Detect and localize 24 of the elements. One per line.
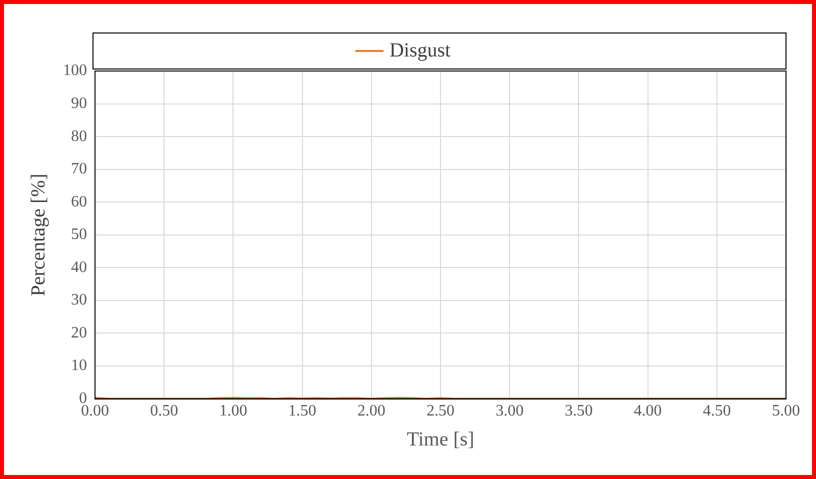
y-axis-title: Percentage [%]: [27, 174, 50, 296]
y-tick-label: 60: [71, 193, 87, 210]
legend-label: Disgust: [389, 39, 452, 62]
x-tick-label: 5.00: [772, 402, 800, 420]
x-tick-label: 3.50: [564, 402, 593, 420]
x-tick-label: 4.00: [634, 402, 662, 420]
y-tick-label: 30: [71, 292, 87, 309]
y-tick-label: 70: [71, 160, 87, 178]
y-tick-label: 40: [71, 258, 87, 276]
x-tick-label: 2.50: [426, 402, 454, 420]
y-tick-label: 100: [63, 62, 87, 80]
x-tick-label: 3.00: [496, 402, 524, 420]
y-tick-label: 90: [71, 94, 87, 112]
y-tick-label: 50: [71, 226, 87, 244]
x-axis-title: Time [s]: [406, 428, 474, 450]
y-tick-label: 20: [71, 324, 87, 342]
y-tick-label: 10: [71, 357, 87, 374]
x-tick-label: 0.50: [150, 402, 178, 420]
y-tick-label: 80: [71, 128, 87, 145]
x-tick-label: 0.00: [81, 402, 109, 420]
x-tick-label: 4.50: [702, 402, 731, 420]
x-tick-label: 1.50: [288, 402, 316, 420]
x-tick-label: 2.00: [357, 402, 386, 420]
x-tick-label: 1.00: [219, 402, 248, 420]
